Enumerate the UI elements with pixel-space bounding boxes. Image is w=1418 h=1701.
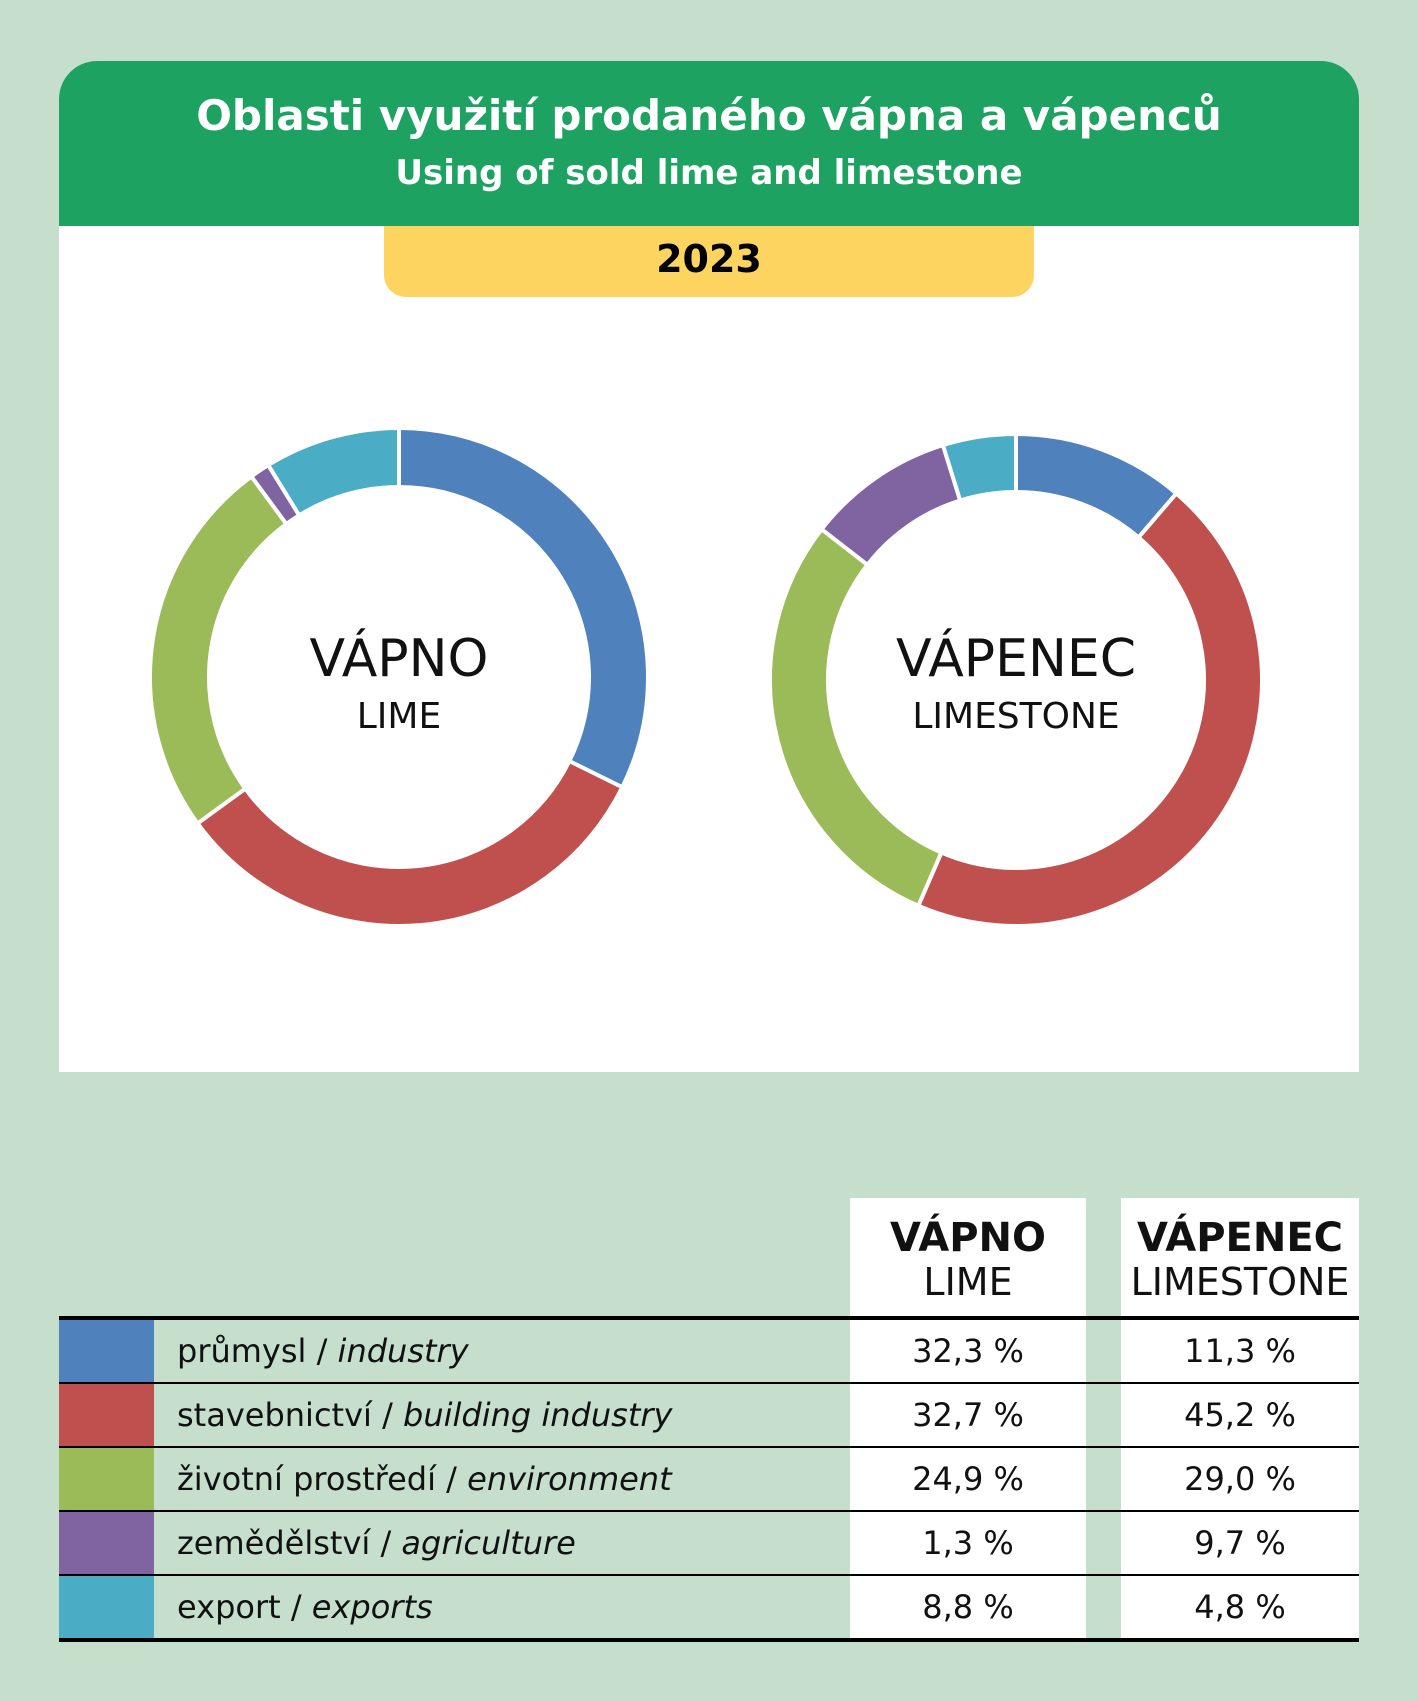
row-label-en: exports — [311, 1588, 433, 1626]
table-row: průmysl / industry 32,3 % 11,3 % — [59, 1320, 1359, 1384]
donut-lime-label: VÁPNO — [309, 628, 488, 689]
donut-slice-building — [915, 490, 1264, 928]
year-badge: 2023 — [384, 226, 1034, 297]
legend-swatch-environment — [59, 1448, 154, 1510]
table-header-limestone-sub: LIMESTONE — [1130, 1260, 1350, 1304]
legend-swatch-building — [59, 1384, 154, 1446]
cell-limestone: 4,8 % — [1121, 1576, 1359, 1638]
table-row: zemědělství / agriculture 1,3 % 9,7 % — [59, 1512, 1359, 1576]
table-header-lime: VÁPNO LIME — [850, 1198, 1086, 1316]
donut-slice-exports — [265, 425, 401, 519]
cell-lime: 24,9 % — [850, 1448, 1086, 1510]
cell-lime: 32,7 % — [850, 1384, 1086, 1446]
donut-slice-environment — [148, 473, 290, 827]
cell-limestone: 11,3 % — [1121, 1320, 1359, 1382]
chart-header: Oblasti využití prodaného vápna a vápenc… — [59, 61, 1359, 226]
table-top-rule — [59, 1316, 1359, 1320]
cell-limestone: 29,0 % — [1121, 1448, 1359, 1510]
table-row: životní prostředí / environment 24,9 % 2… — [59, 1448, 1359, 1512]
table-header-limestone-title: VÁPENEC — [1137, 1215, 1343, 1261]
row-divider — [59, 1382, 1359, 1384]
table-row: stavebnictví / building industry 32,7 % … — [59, 1384, 1359, 1448]
row-label-cz: životní prostředí / — [177, 1460, 468, 1498]
donut-slice-industry — [397, 425, 650, 790]
donut-lime — [148, 425, 650, 928]
donut-limestone-label: VÁPENEC — [896, 628, 1136, 689]
chart-subtitle: Using of sold lime and limestone — [395, 153, 1023, 193]
table-row: export / exports 8,8 % 4,8 % — [59, 1576, 1359, 1642]
cell-lime: 32,3 % — [850, 1320, 1086, 1382]
row-label-cz: export / — [177, 1588, 312, 1626]
row-label-en: industry — [337, 1332, 469, 1370]
row-label-cz: stavebnictví / — [177, 1396, 404, 1434]
legend-swatch-exports — [59, 1576, 154, 1638]
row-label-en: environment — [467, 1460, 672, 1498]
row-label: stavebnictví / building industry — [177, 1384, 672, 1446]
row-label-en: building industry — [403, 1396, 673, 1434]
cell-limestone: 9,7 % — [1121, 1512, 1359, 1574]
row-divider — [59, 1510, 1359, 1512]
row-label: životní prostředí / environment — [177, 1448, 672, 1510]
legend-swatch-industry — [59, 1320, 154, 1382]
legend-swatch-agriculture — [59, 1512, 154, 1574]
table-header-lime-sub: LIME — [923, 1260, 1013, 1304]
table-header-lime-title: VÁPNO — [890, 1215, 1046, 1261]
cell-lime: 8,8 % — [850, 1576, 1086, 1638]
cell-limestone: 45,2 % — [1121, 1384, 1359, 1446]
donut-slice-agriculture — [818, 442, 963, 568]
donut-lime-sublabel: LIME — [357, 696, 441, 737]
row-divider — [59, 1446, 1359, 1448]
row-label: zemědělství / agriculture — [177, 1512, 576, 1574]
donut-slice-exports — [940, 431, 1018, 503]
donut-slice-building — [194, 758, 625, 928]
row-label-cz: zemědělství / — [177, 1524, 402, 1562]
chart-card: Oblasti využití prodaného vápna a vápenc… — [59, 61, 1359, 1072]
table-header-limestone: VÁPENEC LIMESTONE — [1121, 1198, 1359, 1316]
row-label-cz: průmysl / — [177, 1332, 338, 1370]
chart-title: Oblasti využití prodaného vápna a vápenc… — [196, 91, 1222, 140]
row-label: export / exports — [177, 1576, 433, 1638]
donut-limestone — [768, 431, 1264, 928]
donut-slice-environment — [768, 526, 944, 909]
row-label-en: agriculture — [401, 1524, 576, 1562]
donut-charts: VÁPNO LIME VÁPENEC LIMESTONE — [148, 425, 1264, 928]
row-divider — [59, 1574, 1359, 1576]
row-divider — [59, 1638, 1359, 1642]
row-label: průmysl / industry — [177, 1320, 469, 1382]
donut-limestone-sublabel: LIMESTONE — [912, 696, 1119, 737]
cell-lime: 1,3 % — [850, 1512, 1086, 1574]
